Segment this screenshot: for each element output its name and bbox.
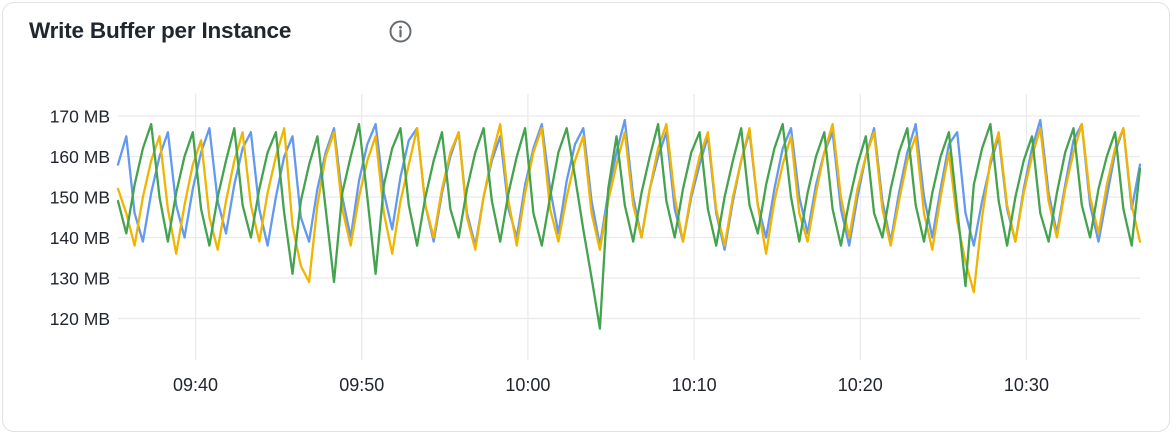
y-axis-label: 130 MB [50,269,110,289]
x-axis-label: 10:10 [672,375,717,395]
info-circle-glyph [389,20,411,42]
y-axis-label: 160 MB [50,147,110,167]
series-green-line [116,122,1142,330]
x-axis-label: 09:50 [339,375,384,395]
y-axis-label: 120 MB [50,309,110,329]
x-axis-label: 10:20 [838,375,883,395]
y-axis-label: 170 MB [50,107,110,127]
y-axis-label: 150 MB [50,188,110,208]
panel-header: Write Buffer per Instance [29,18,413,44]
write-buffer-chart[interactable]: 170 MB 160 MB 150 MB 140 MB 130 MB 120 MB 09:4… [0,0,1176,408]
x-axis-label: 10:30 [1004,375,1049,395]
y-axis-label: 140 MB [50,228,110,248]
x-axis-label: 10:00 [505,375,550,395]
series-yellow-line [116,122,1142,294]
info-icon[interactable] [387,18,413,44]
panel-title: Write Buffer per Instance [29,18,292,43]
x-axis-label: 09:40 [173,375,218,395]
